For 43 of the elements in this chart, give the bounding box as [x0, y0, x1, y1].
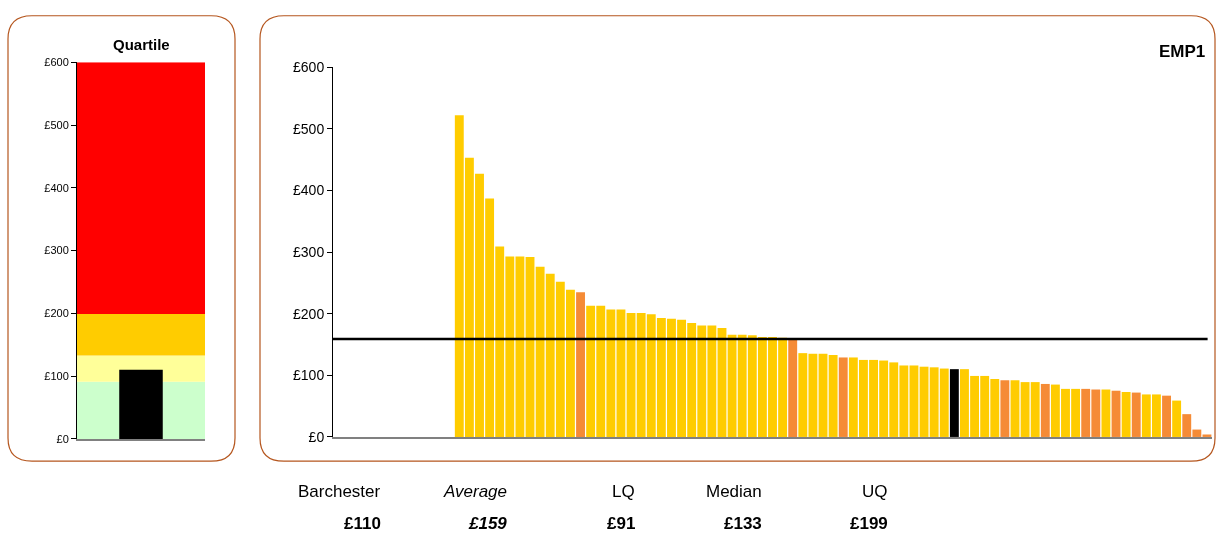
- bar: [1010, 380, 1020, 437]
- bar: [788, 338, 798, 437]
- y-tick-label: £400: [293, 182, 325, 199]
- bar: [949, 369, 959, 437]
- text: £199: [850, 514, 888, 533]
- bar: [1111, 390, 1121, 437]
- y-tick-label: £600: [293, 59, 325, 76]
- bar: [1162, 395, 1171, 437]
- y-tick-label: £400: [44, 181, 69, 194]
- bar: [838, 357, 848, 437]
- bar: [1000, 380, 1010, 437]
- text: £110: [344, 514, 381, 533]
- text: LQ: [612, 482, 635, 501]
- text: £91: [607, 514, 636, 533]
- y-tick-label: £100: [293, 367, 325, 384]
- y-tick-label: £200: [44, 307, 69, 320]
- text: Barchester: [298, 482, 381, 501]
- bar: [1131, 392, 1141, 437]
- chart-title: EMP1: [1159, 42, 1206, 61]
- y-tick-label: £100: [44, 369, 69, 382]
- y-tick-label: £500: [293, 120, 325, 137]
- y-tick-label: £600: [44, 56, 69, 69]
- bar: [1101, 389, 1111, 437]
- bar: [828, 354, 838, 437]
- text: Median: [706, 482, 762, 501]
- text: £159: [468, 514, 508, 533]
- y-tick-label: £200: [293, 305, 325, 322]
- y-tick-label: £0: [56, 432, 69, 445]
- bar: [576, 292, 585, 437]
- y-tick-label: £300: [293, 243, 325, 260]
- text: UQ: [862, 482, 888, 501]
- y-tick-label: £500: [44, 118, 69, 131]
- bar: [909, 365, 919, 437]
- bar: [1202, 434, 1212, 437]
- text: £133: [724, 514, 762, 533]
- bar: [818, 353, 828, 437]
- bar: [1121, 391, 1131, 437]
- chart-title: Quartile: [113, 36, 170, 53]
- bar: [1172, 400, 1182, 437]
- text: Average: [443, 482, 508, 501]
- y-tick-label: £300: [44, 244, 69, 257]
- bar: [1040, 383, 1050, 437]
- y-tick-label: £0: [308, 428, 325, 445]
